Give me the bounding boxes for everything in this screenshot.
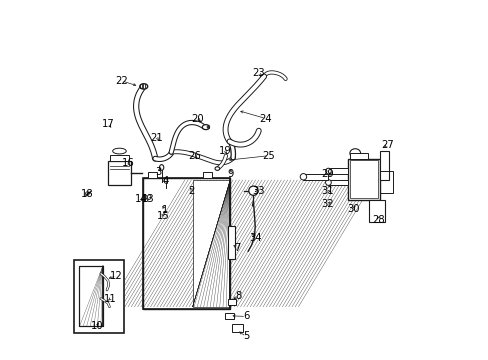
- Text: 8: 8: [234, 291, 241, 301]
- Ellipse shape: [260, 75, 265, 78]
- Ellipse shape: [164, 178, 167, 183]
- Text: 21: 21: [150, 133, 163, 143]
- Text: 34: 34: [248, 233, 261, 243]
- Bar: [380, 171, 392, 193]
- Text: 24: 24: [259, 113, 272, 123]
- Text: 22: 22: [115, 76, 127, 86]
- Bar: [108, 161, 131, 185]
- Text: 5: 5: [243, 332, 249, 342]
- Bar: [74, 260, 123, 333]
- Text: 32: 32: [321, 199, 333, 209]
- Text: 3: 3: [155, 167, 162, 177]
- Text: 13: 13: [142, 194, 154, 203]
- Text: 31: 31: [321, 186, 333, 197]
- Text: 28: 28: [371, 215, 384, 225]
- Bar: [142, 178, 230, 309]
- Text: 4: 4: [162, 176, 168, 186]
- Text: 20: 20: [191, 113, 204, 123]
- Bar: [228, 298, 236, 305]
- Ellipse shape: [325, 180, 331, 185]
- Text: 26: 26: [188, 151, 201, 161]
- Bar: [192, 180, 230, 307]
- Circle shape: [248, 186, 258, 195]
- Text: 1: 1: [162, 205, 168, 215]
- Text: 11: 11: [104, 294, 117, 303]
- Text: 30: 30: [346, 204, 359, 214]
- Text: 23: 23: [252, 68, 264, 78]
- Ellipse shape: [112, 148, 126, 154]
- Text: 16: 16: [122, 158, 135, 168]
- Bar: [347, 158, 380, 200]
- Text: 19: 19: [218, 146, 231, 156]
- Ellipse shape: [325, 168, 331, 174]
- Text: 6: 6: [243, 311, 249, 321]
- Bar: [142, 178, 230, 309]
- Ellipse shape: [159, 165, 163, 170]
- Text: 33: 33: [252, 186, 264, 197]
- Bar: [110, 155, 129, 161]
- Text: 14: 14: [134, 194, 147, 203]
- Text: 10: 10: [91, 321, 103, 331]
- Bar: [80, 266, 102, 327]
- Bar: [303, 174, 328, 180]
- Text: 2: 2: [188, 186, 194, 197]
- Ellipse shape: [300, 174, 306, 180]
- Bar: [231, 324, 242, 332]
- Bar: [80, 266, 102, 327]
- Ellipse shape: [202, 125, 209, 130]
- Bar: [349, 160, 378, 198]
- Bar: [368, 201, 384, 222]
- Text: 15: 15: [156, 211, 169, 221]
- Text: 12: 12: [110, 271, 123, 281]
- Bar: [228, 226, 234, 258]
- Bar: [203, 172, 212, 178]
- Text: 25: 25: [262, 151, 275, 161]
- Ellipse shape: [140, 84, 147, 89]
- Bar: [148, 172, 157, 178]
- Text: 9: 9: [227, 168, 234, 179]
- Text: 27: 27: [380, 140, 393, 150]
- Bar: [380, 152, 388, 180]
- Bar: [224, 313, 233, 319]
- Text: 7: 7: [234, 243, 240, 253]
- Text: 18: 18: [81, 189, 93, 199]
- Text: 17: 17: [102, 118, 114, 129]
- Bar: [328, 180, 347, 185]
- Bar: [349, 153, 367, 158]
- Text: 29: 29: [320, 168, 333, 179]
- Ellipse shape: [349, 149, 360, 158]
- Bar: [328, 168, 347, 174]
- Ellipse shape: [215, 167, 219, 170]
